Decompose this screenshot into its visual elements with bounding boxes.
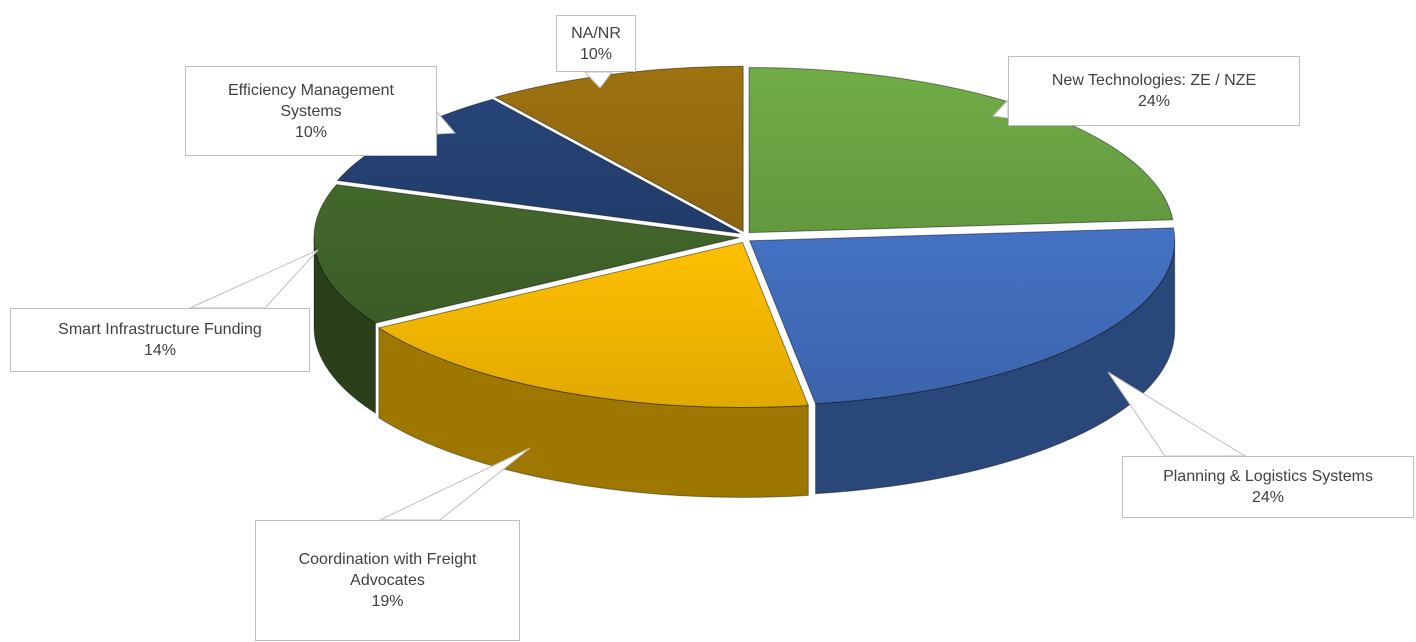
slice: [313, 184, 740, 324]
callout-pointer: [379, 447, 531, 521]
callout-pointer: [189, 249, 319, 309]
slice-side: [378, 326, 809, 498]
slice-side-group: [378, 326, 809, 498]
label-category: Efficiency Management Systems: [227, 81, 394, 120]
slice: [748, 227, 1176, 405]
callout-pointer: [1107, 371, 1247, 457]
label-category: Smart Infrastructure Funding: [58, 321, 262, 338]
label-category: NA/NR: [571, 24, 621, 42]
label-category: New Technologies: ZE / NZE: [1051, 72, 1257, 89]
data-label: Smart Infrastructure Funding 14%: [10, 308, 310, 372]
label-value: 14%: [143, 342, 177, 359]
data-label: Planning & Logistics Systems 24%: [1122, 456, 1414, 518]
data-label: Coordination with Freight Advocates 19%: [255, 520, 520, 641]
slice: [494, 65, 744, 233]
label-category: Coordination with Freight Advocates: [298, 551, 477, 589]
data-label: NA/NR 10%: [556, 15, 636, 72]
data-label: Efficiency Management Systems 10%: [185, 66, 437, 156]
label-value: 10%: [294, 123, 328, 141]
callout-pointer: [583, 71, 613, 89]
label-value: 24%: [1137, 93, 1171, 110]
label-value: 24%: [1251, 489, 1285, 506]
label-value: 10%: [579, 45, 613, 63]
slice: [377, 241, 810, 408]
label-value: 19%: [371, 593, 404, 610]
callout-pointer: [436, 110, 457, 135]
label-category: Planning & Logistics Systems: [1163, 468, 1373, 485]
data-label: New Technologies: ZE / NZE 24%: [1008, 56, 1300, 126]
